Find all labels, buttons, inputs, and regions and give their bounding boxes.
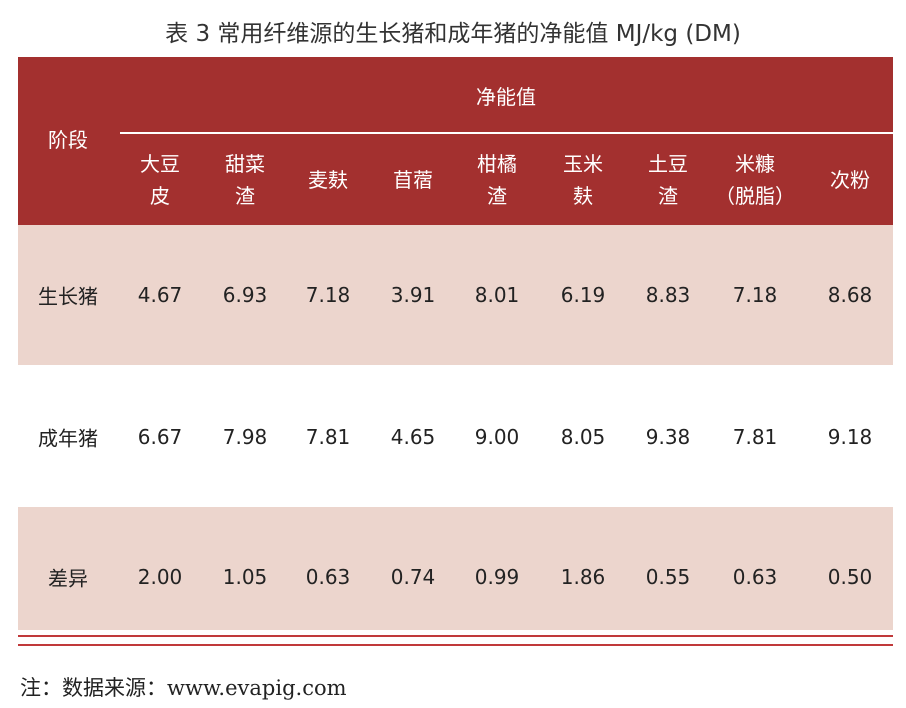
- row-label: 差异: [48, 566, 88, 591]
- column-header-line: 苜蓿: [393, 168, 433, 192]
- column-header-line: 土豆: [648, 152, 688, 176]
- header-background: [18, 57, 893, 225]
- table-cell: 8.01: [474, 283, 520, 307]
- column-header-line: 柑橘: [477, 152, 517, 176]
- row-label: 成年猪: [38, 426, 98, 451]
- table-cell: 7.81: [305, 425, 351, 449]
- table-cell: 3.91: [390, 283, 436, 307]
- column-header-line: 皮: [150, 184, 170, 208]
- table-title: 表 3 常用纤维源的生长猪和成年猪的净能值 MJ/kg (DM): [165, 21, 741, 47]
- note: 注：数据来源：www.evapig.com: [20, 676, 347, 700]
- column-header-line: 甜菜: [225, 152, 265, 176]
- table-cell: 8.68: [827, 283, 873, 307]
- column-header-line: 大豆: [140, 152, 180, 176]
- table-cell: 0.55: [645, 565, 691, 589]
- table-cell: 0.99: [474, 565, 520, 589]
- table-cell: 7.98: [222, 425, 268, 449]
- table-cell: 8.83: [645, 283, 691, 307]
- column-header-line: 渣: [658, 184, 678, 208]
- column-header-line: 渣: [487, 184, 507, 208]
- column-header: 米糠 （脱脂）: [715, 148, 795, 212]
- bottom-rule: [18, 635, 893, 637]
- column-header-line: 米糠: [735, 152, 775, 176]
- table-cell: 4.67: [137, 283, 183, 307]
- column-header-line: 渣: [235, 184, 255, 208]
- table-cell: 7.18: [305, 283, 351, 307]
- table-cell: 0.50: [827, 565, 873, 589]
- table-cell: 9.18: [827, 425, 873, 449]
- column-header: 柑橘渣: [477, 148, 517, 212]
- header-divider: [120, 132, 893, 134]
- column-header: 苜蓿: [393, 164, 433, 196]
- column-header-line: （脱脂）: [715, 184, 795, 208]
- table-cell: 2.00: [137, 565, 183, 589]
- table-cell: 0.63: [305, 565, 351, 589]
- table-cell: 9.00: [474, 425, 520, 449]
- column-header-line: 麸: [573, 184, 593, 208]
- table-cell: 0.63: [732, 565, 778, 589]
- row-background: [18, 507, 893, 630]
- table-cell: 1.05: [222, 565, 268, 589]
- row-background: [18, 225, 893, 365]
- table-cell: 4.65: [390, 425, 436, 449]
- column-header-line: 麦麸: [308, 168, 348, 192]
- column-header: 甜菜渣: [225, 148, 265, 212]
- column-header: 麦麸: [308, 164, 348, 196]
- column-header: 土豆渣: [648, 148, 688, 212]
- column-header: 大豆皮: [140, 148, 180, 212]
- table-cell: 9.38: [645, 425, 691, 449]
- table-cell: 6.67: [137, 425, 183, 449]
- table-cell: 6.93: [222, 283, 268, 307]
- table-cell: 1.86: [560, 565, 606, 589]
- column-header-line: 玉米: [563, 152, 603, 176]
- table-cell: 7.81: [732, 425, 778, 449]
- group-header: 净能值: [476, 85, 536, 109]
- row-label: 生长猪: [38, 284, 98, 309]
- table-cell: 7.18: [732, 283, 778, 307]
- column-header: 玉米麸: [563, 148, 603, 212]
- bottom-rule: [18, 644, 893, 646]
- table-cell: 6.19: [560, 283, 606, 307]
- column-header-line: 次粉: [830, 168, 870, 192]
- table-cell: 0.74: [390, 565, 436, 589]
- column-header: 次粉: [830, 164, 870, 196]
- stage-header: 阶段: [48, 128, 88, 152]
- table-cell: 8.05: [560, 425, 606, 449]
